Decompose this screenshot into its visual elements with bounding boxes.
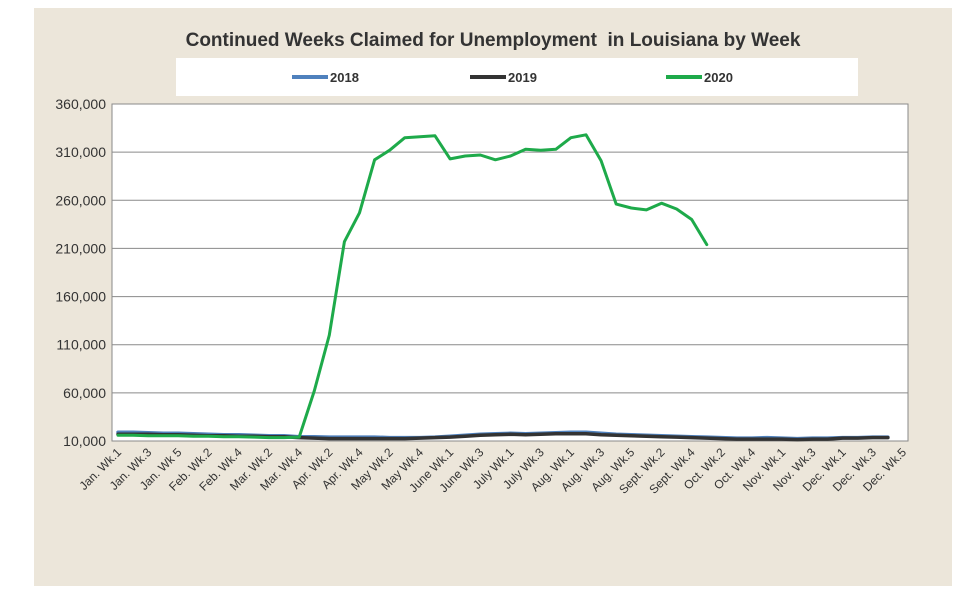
legend-item-2018: 2018 (292, 69, 359, 85)
legend-item-2020: 2020 (666, 69, 733, 85)
y-tick-label: 110,000 (56, 337, 106, 353)
legend-swatch-2018 (292, 75, 328, 79)
y-tick-label: 310,000 (55, 144, 106, 160)
series-line-2020 (116, 133, 709, 440)
legend: 2018 2019 2020 (176, 58, 858, 96)
y-tick-label: 60,000 (63, 385, 106, 401)
y-tick-label: 360,000 (55, 96, 106, 112)
legend-swatch-2019 (470, 75, 506, 79)
y-tick-label: 160,000 (55, 289, 106, 305)
y-tick-label: 210,000 (55, 240, 106, 256)
legend-label-2020: 2020 (704, 69, 733, 85)
legend-swatch-2020 (666, 75, 702, 79)
legend-item-2019: 2019 (470, 69, 537, 85)
plot-area (111, 103, 909, 442)
chart-title: Continued Weeks Claimed for Unemployment… (185, 30, 801, 51)
y-tick-label: 10,000 (63, 433, 106, 449)
legend-label-2018: 2018 (330, 69, 359, 85)
y-tick-label: 260,000 (55, 192, 106, 208)
legend-label-2019: 2019 (508, 69, 537, 85)
